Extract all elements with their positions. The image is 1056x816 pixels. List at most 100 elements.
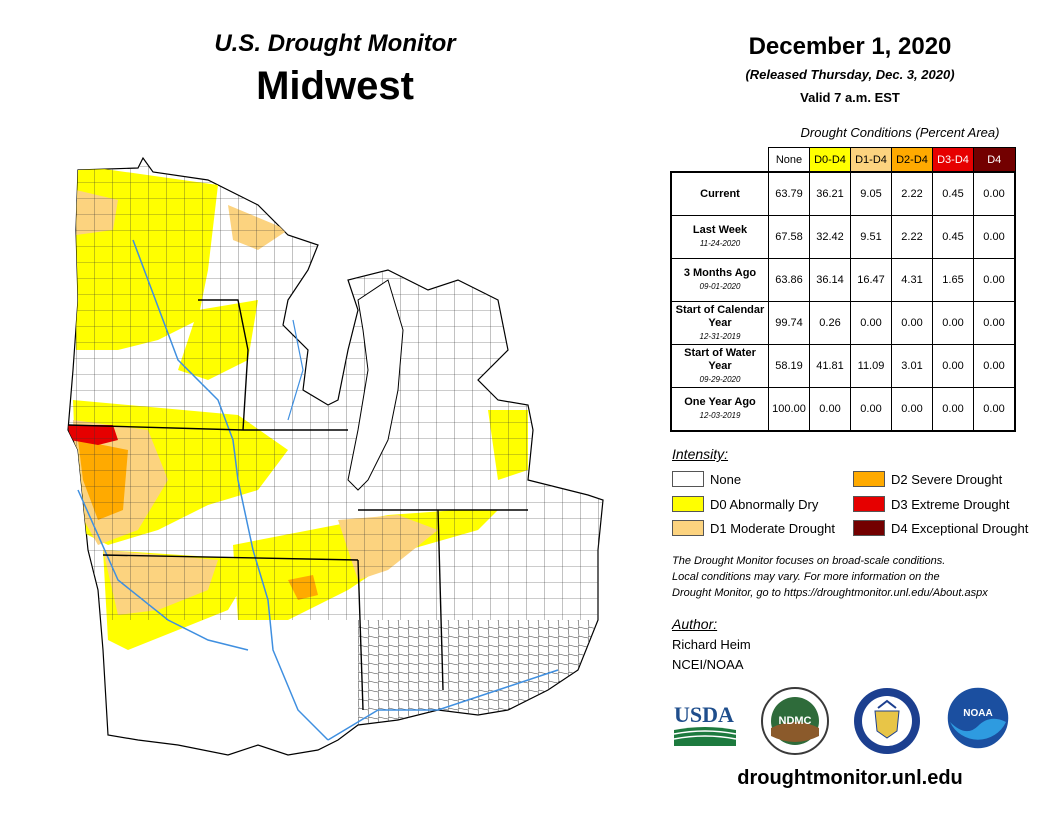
legend-swatch-d1	[672, 520, 704, 536]
author-name: Richard Heim	[672, 637, 751, 652]
website-url: droughtmonitor.unl.edu	[737, 767, 963, 789]
row-label: Start of Water Year 09-29-2020	[670, 344, 769, 388]
table-corner	[671, 148, 769, 173]
disclaimer-note: The Drought Monitor focuses on broad-sca…	[672, 555, 988, 599]
table-row: Start of Water Year 09-29-2020 58.19 41.81 1…	[670, 344, 1016, 388]
table-row: One Year Ago 12-03-2019 100.00 0.00 0.00 0.00…	[670, 387, 1016, 432]
table-cell: 0.00	[891, 387, 933, 432]
row-date: 09-29-2020	[699, 374, 741, 384]
table-cell: 0.00	[973, 171, 1016, 216]
table-cell: 0.00	[932, 344, 974, 388]
row-label-text: Last Week	[692, 224, 748, 236]
column-header-d0-d4: D0-D4	[809, 147, 851, 173]
row-label-text: 3 Months Ago	[683, 267, 757, 279]
noaa-logo: NOAA	[946, 686, 1010, 750]
table-cell: 0.00	[973, 344, 1016, 388]
legend-swatch-d3	[853, 496, 885, 512]
row-label: One Year Ago 12-03-2019	[670, 387, 769, 432]
table-cell: 0.26	[809, 301, 851, 345]
row-label-text: Start of Calendar Year	[675, 303, 765, 329]
ohio-river	[327, 669, 559, 741]
row-label: Current	[670, 171, 769, 216]
mississippi-river	[132, 239, 329, 741]
author-heading: Author:	[672, 616, 718, 632]
svg-text:NDMC: NDMC	[779, 715, 812, 727]
wisconsin-river	[287, 319, 304, 421]
row-date: 12-31-2019	[699, 331, 741, 341]
table-cell: 36.21	[809, 171, 851, 216]
svg-text:NOAA: NOAA	[963, 708, 992, 719]
table-cell: 0.00	[850, 387, 892, 432]
legend-item-d4: D4 Exceptional Drought	[853, 520, 1028, 536]
column-header-d1-d4: D1-D4	[850, 147, 892, 173]
table-row: Last Week 11-24-2020 67.58 32.42 9.51 2.22 0.4…	[670, 215, 1016, 259]
row-label-text: Current	[700, 187, 740, 200]
legend-swatch-d2	[853, 471, 885, 487]
legend-item-d1: D1 Moderate Drought	[672, 520, 835, 536]
table-cell: 3.01	[891, 344, 933, 388]
legend-swatch-d4	[853, 520, 885, 536]
table-cell: 2.22	[891, 215, 933, 259]
row-date: 11-24-2020	[699, 239, 741, 248]
table-cell: 0.00	[932, 301, 974, 345]
table-cell: 2.22	[891, 171, 933, 216]
row-date: 12-03-2019	[699, 411, 741, 420]
row-date: 09-01-2020	[699, 282, 741, 291]
row-label-text: One Year Ago	[684, 396, 756, 408]
table-cell: 0.00	[973, 215, 1016, 259]
valid-time: Valid 7 a.m. EST	[800, 90, 900, 105]
table-cell: 0.00	[973, 387, 1016, 432]
table-cell: 0.00	[809, 387, 851, 432]
column-header-d3-d4: D3-D4	[932, 147, 974, 173]
svg-text:USDA: USDA	[674, 702, 734, 727]
author-organization: NCEI/NOAA	[672, 657, 744, 672]
table-cell: 63.86	[768, 258, 810, 302]
legend-swatch-none	[672, 471, 704, 487]
table-cell: 9.05	[850, 171, 892, 216]
map-date: December 1, 2020	[748, 33, 952, 60]
table-cell: 11.09	[850, 344, 892, 388]
legend-item-none: None	[672, 471, 741, 487]
table-cell: 0.00	[973, 258, 1016, 302]
column-header-d2-d4: D2-D4	[891, 147, 933, 173]
table-cell: 67.58	[768, 215, 810, 259]
legend-swatch-d0	[672, 496, 704, 512]
table-cell: 0.45	[932, 215, 974, 259]
commerce-seal-logo	[854, 688, 920, 754]
table-cell: 0.00	[891, 301, 933, 345]
row-label: 3 Months Ago 09-01-2020	[670, 258, 769, 302]
table-caption: Drought Conditions (Percent Area)	[800, 125, 1000, 140]
table-cell: 63.79	[768, 171, 810, 216]
map-title: U.S. Drought Monitor	[214, 30, 456, 57]
table-cell: 41.81	[809, 344, 851, 388]
region-title: Midwest	[256, 64, 414, 108]
table-header-row: None D0-D4 D1-D4 D2-D4 D3-D4 D4	[671, 147, 1016, 173]
row-label: Last Week 11-24-2020	[670, 215, 769, 259]
row-label-text: Start of Water Year	[684, 346, 756, 372]
table-cell: 0.00	[973, 301, 1016, 345]
legend-heading: Intensity:	[672, 446, 729, 462]
table-cell: 0.45	[932, 171, 974, 216]
table-cell: 4.31	[891, 258, 933, 302]
table-cell: 36.14	[809, 258, 851, 302]
table-cell: 1.65	[932, 258, 974, 302]
state-borders	[67, 299, 528, 711]
table-cell: 100.00	[768, 387, 810, 432]
table-cell: 99.74	[768, 301, 810, 345]
release-date: (Released Thursday, Dec. 3, 2020)	[745, 67, 955, 82]
table-cell: 0.00	[850, 301, 892, 345]
drought-stats-table: None D0-D4 D1-D4 D2-D4 D3-D4 D4 Current 6…	[670, 147, 1016, 432]
legend-item-d3: D3 Extreme Drought	[853, 496, 1010, 512]
lake-michigan	[347, 279, 404, 491]
table-row: Start of Calendar Year 12-31-2019 99.74 0.2…	[670, 301, 1016, 345]
column-header-none: None	[768, 147, 810, 173]
drought-map	[67, 157, 604, 756]
table-cell: 32.42	[809, 215, 851, 259]
table-row: 3 Months Ago 09-01-2020 63.86 36.14 16.47 4.3…	[670, 258, 1016, 302]
usda-logo: USDA	[673, 702, 737, 746]
table-cell: 58.19	[768, 344, 810, 388]
row-label: Start of Calendar Year 12-31-2019	[670, 301, 769, 345]
missouri-river	[77, 489, 249, 651]
column-header-d4: D4	[973, 147, 1016, 173]
legend-item-d2: D2 Severe Drought	[853, 471, 1002, 487]
